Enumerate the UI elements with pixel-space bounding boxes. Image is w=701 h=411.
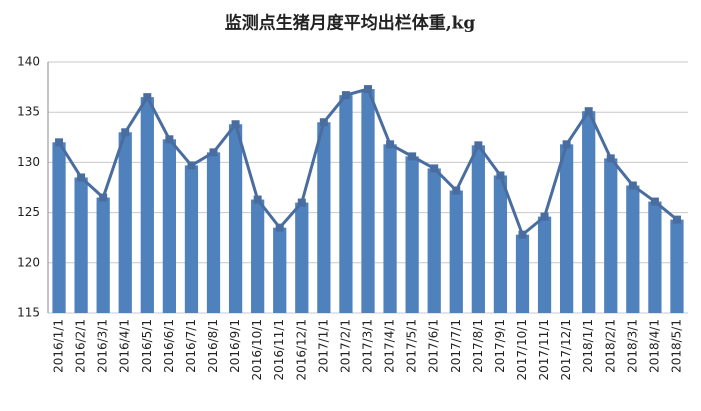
chart-title: 监测点生猪月度平均出栏体重,kg <box>225 13 476 34</box>
y-tick-label: 135 <box>17 105 40 119</box>
x-tick-label: 2017/4/1 <box>383 319 397 373</box>
line-marker <box>143 93 152 102</box>
line-marker <box>474 141 483 150</box>
x-tick-label: 2017/11/1 <box>537 319 551 381</box>
line-marker <box>187 161 196 170</box>
line-marker <box>540 212 549 221</box>
bar <box>648 201 662 313</box>
bar <box>670 219 684 313</box>
bar <box>251 199 265 313</box>
bar <box>449 190 463 313</box>
bar <box>74 177 88 313</box>
x-tick-label: 2016/5/1 <box>140 319 154 373</box>
x-tick-label: 2018/1/1 <box>581 319 595 373</box>
x-tick-label: 2017/8/1 <box>471 319 485 373</box>
x-tick-label: 2018/4/1 <box>647 319 661 373</box>
x-tick-label: 2017/1/1 <box>316 319 330 373</box>
bar <box>537 216 552 313</box>
bar <box>405 156 419 313</box>
bar <box>471 145 485 313</box>
line-marker <box>650 197 659 206</box>
line-marker <box>518 230 527 239</box>
line-marker <box>209 148 218 157</box>
line-marker <box>55 138 64 147</box>
bar <box>427 168 441 313</box>
line-marker <box>496 171 505 180</box>
x-tick-label: 2017/2/1 <box>338 319 352 373</box>
line-marker <box>99 193 108 202</box>
line-marker <box>408 152 417 161</box>
line-marker <box>584 107 593 116</box>
line-marker <box>452 186 461 195</box>
y-tick-label: 115 <box>17 306 40 320</box>
line-marker <box>672 215 681 224</box>
x-tick-label: 2016/1/1 <box>52 319 66 373</box>
y-tick-label: 140 <box>17 55 40 69</box>
bar <box>206 152 221 313</box>
line-marker <box>275 223 284 232</box>
bar <box>626 185 640 313</box>
bar <box>228 124 243 313</box>
bar <box>515 234 530 313</box>
x-tick-label: 2017/5/1 <box>405 319 419 373</box>
y-tick-label: 130 <box>17 155 40 169</box>
line-marker <box>121 128 130 137</box>
bar <box>184 165 199 313</box>
x-tick-label: 2016/4/1 <box>118 319 132 373</box>
x-tick-label: 2016/10/1 <box>250 319 264 381</box>
line-marker <box>253 195 262 204</box>
x-tick-label: 2017/10/1 <box>515 319 529 381</box>
x-tick-label: 2017/7/1 <box>449 319 463 373</box>
bar <box>604 158 618 313</box>
bar <box>383 144 397 313</box>
x-tick-label: 2016/8/1 <box>206 319 220 373</box>
line-marker <box>297 198 306 207</box>
bar <box>162 139 176 313</box>
bar <box>96 197 110 313</box>
bar <box>493 175 508 313</box>
line-marker <box>231 120 240 129</box>
x-tick-label: 2016/11/1 <box>272 319 286 381</box>
x-tick-label: 2016/3/1 <box>96 319 110 373</box>
bar <box>140 97 154 313</box>
bar <box>582 111 596 313</box>
line-marker <box>386 140 395 149</box>
bar <box>295 202 309 313</box>
bar <box>361 89 375 313</box>
line-marker <box>165 135 174 144</box>
bar <box>118 132 132 313</box>
x-tick-label: 2016/6/1 <box>162 319 176 373</box>
line-marker <box>77 173 86 182</box>
x-tick-label: 2016/2/1 <box>74 319 88 373</box>
line-marker <box>606 154 615 163</box>
line-marker <box>430 164 439 173</box>
x-tick-label: 2016/12/1 <box>294 319 308 381</box>
line-marker <box>628 181 637 190</box>
y-tick-label: 120 <box>17 255 40 269</box>
x-tick-label: 2016/9/1 <box>228 319 242 373</box>
x-tick-label: 2017/3/1 <box>361 319 375 373</box>
x-tick-label: 2018/5/1 <box>669 319 683 373</box>
bar <box>339 95 353 313</box>
line-marker <box>562 140 571 149</box>
x-tick-label: 2018/3/1 <box>625 319 639 373</box>
bar <box>273 227 287 313</box>
line-marker <box>341 91 350 100</box>
x-tick-label: 2017/6/1 <box>427 319 441 373</box>
x-tick-label: 2017/9/1 <box>493 319 507 373</box>
y-tick-label: 125 <box>17 205 40 219</box>
line-marker <box>364 85 372 94</box>
bar <box>317 122 331 314</box>
bar <box>560 144 574 313</box>
x-tick-label: 2017/12/1 <box>559 319 573 381</box>
x-tick-label: 2018/2/1 <box>603 319 617 373</box>
x-tick-label: 2016/7/1 <box>184 319 198 373</box>
bar <box>52 142 66 313</box>
line-marker <box>319 118 328 127</box>
